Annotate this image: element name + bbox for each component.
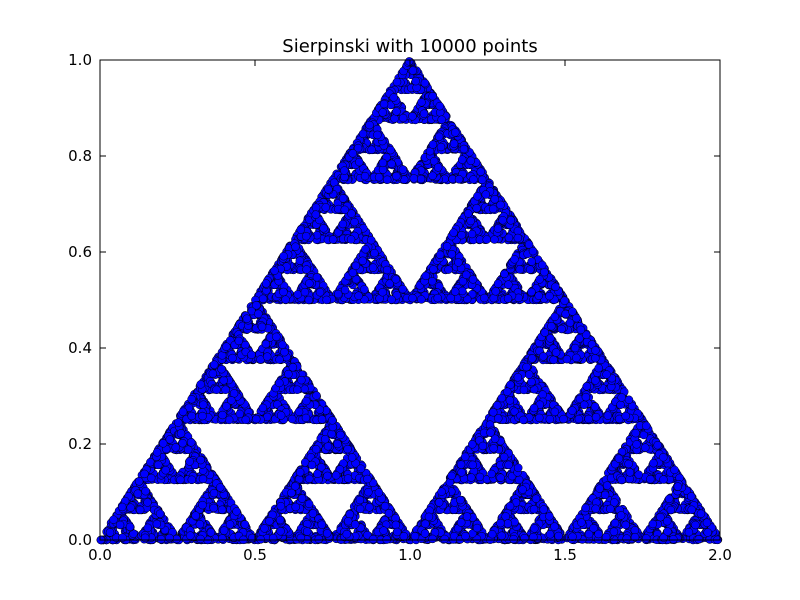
chart-title: Sierpinski with 10000 points bbox=[282, 36, 537, 57]
scatter-points bbox=[96, 57, 723, 545]
